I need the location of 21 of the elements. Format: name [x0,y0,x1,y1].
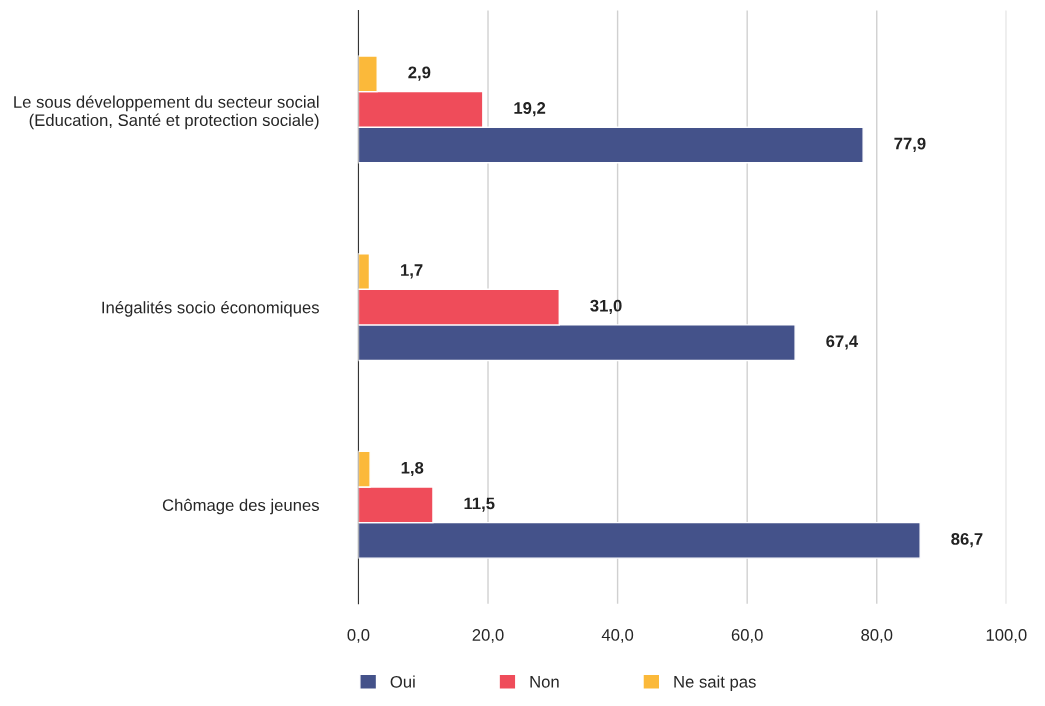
data-label: 1,7 [401,264,423,279]
data-label: 19,2 [514,102,546,117]
x-tick-label: 100,0 [986,629,1027,643]
y-tick-label: Le sous développement du secteur social (Education, Santé et protection sociale) [14,95,319,130]
data-label: 77,9 [894,137,926,152]
y-tick-label: Inégalités socio économiques [102,300,319,317]
x-tick-label: 40,0 [601,629,634,643]
data-label: 67,4 [826,335,859,350]
x-tick-label: 0,0 [347,629,370,643]
data-label: 31,0 [590,299,622,314]
x-tick-label: 60,0 [731,629,763,643]
y-tick-label: Chômage des jeunes [162,498,319,515]
data-label: 2,9 [408,66,431,81]
legend-label: Oui [390,675,415,688]
data-label: 86,7 [951,533,983,548]
x-tick-label: 80,0 [861,629,893,643]
data-label: 11,5 [464,497,495,512]
legend-label: Ne sait pas [674,675,756,691]
legend-label: Non [530,676,559,688]
x-tick-label: 20,0 [472,629,504,643]
data-label: 1,8 [401,461,424,477]
